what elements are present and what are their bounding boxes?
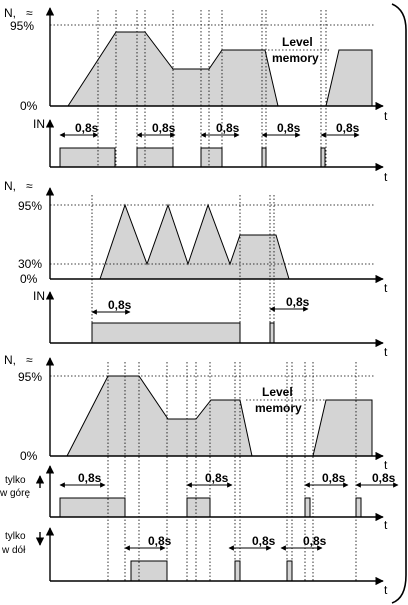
- panel-6-up-input: tylko w górę t 0,8s 0,8s 0,8s 0,8s: [0, 465, 399, 532]
- panel-1-y-label: N,: [4, 6, 16, 20]
- panel-7-label-line-1: tylko: [5, 531, 26, 542]
- panel-1-pct-0: 0%: [20, 99, 38, 113]
- tilde-icon: ≈: [26, 6, 33, 20]
- panel-3-4-guides: [91, 195, 275, 343]
- panel-7-delay-2: 0,8s: [252, 534, 276, 548]
- panel-6-label-line-1: tylko: [5, 475, 26, 486]
- panel-5-pct-0: 0%: [20, 449, 38, 463]
- panel-1-level-area-2: [325, 49, 373, 107]
- panel-2-in-label: IN: [33, 117, 45, 131]
- panel-5-y-label: N,: [4, 353, 16, 367]
- panel-2-delay-2: 0,8s: [152, 121, 176, 135]
- panel-6-pulse-1: [59, 497, 126, 518]
- panel-1-level-area: [67, 31, 279, 107]
- frame-border: [391, 3, 407, 604]
- panel-2-input: IN t t 0,8s 0,8s 0,8s 0,8s 0,8s: [33, 109, 388, 184]
- panel-1-level-text: Level: [282, 35, 313, 49]
- panel-7-pulse-3: [286, 560, 293, 582]
- panel-1-memory-text: memory: [272, 51, 319, 65]
- panel-3-level-area: [99, 203, 290, 280]
- panel-5-memory-text: memory: [255, 401, 302, 415]
- panel-7-pulse-2: [234, 560, 241, 582]
- panel-6-pulse-4: [355, 497, 362, 518]
- panel-6-t-label: t: [384, 518, 388, 532]
- panel-5-pct-95: 95%: [18, 370, 42, 384]
- panel-7-delay-3: 0,8s: [303, 534, 327, 548]
- panel-4-pulse-1: [91, 322, 241, 344]
- panel-1-level: N, ≈ 95% 0% Level memory: [4, 6, 384, 113]
- panel-6-delay-3: 0,8s: [322, 471, 346, 485]
- panel-4-pulse-2: [269, 322, 275, 344]
- panel-2-delay-4: 0,8s: [277, 121, 301, 135]
- panel-2-pulse-1: [59, 147, 116, 168]
- panel-4-in-label: IN: [33, 289, 45, 303]
- panel-2-pulse-5: [320, 147, 326, 168]
- panel-2-delay-3: 0,8s: [216, 121, 240, 135]
- panel-3-pct-0: 0%: [20, 272, 38, 286]
- panel-4-t-label: t: [384, 345, 388, 359]
- panel-7-pulse-1: [130, 560, 168, 582]
- panel-4-input: IN t 0,8s 0,8s: [33, 289, 388, 359]
- panel-4-delay-1: 0,8s: [108, 298, 132, 312]
- panel-5-level-text: Level: [262, 385, 293, 399]
- panel-1-2-guides: [97, 10, 327, 167]
- panel-6-delay-2: 0,8s: [205, 471, 229, 485]
- panel-7-delay-1: 0,8s: [148, 534, 172, 548]
- panel-5-t-label: t: [384, 458, 388, 472]
- panel-3-level: N, ≈ 95% 30% 0% t: [4, 179, 388, 295]
- panel-1-pct-95: 95%: [10, 19, 34, 33]
- panel-4-delay-2: 0,8s: [286, 295, 310, 309]
- panel-2-pulse-2: [136, 147, 174, 168]
- panel-5-level-area: [66, 375, 253, 457]
- panel-6-pulse-3: [304, 497, 311, 518]
- panel-6-delay-1: 0,8s: [78, 471, 102, 485]
- panel-3-pct-95: 95%: [18, 199, 42, 213]
- panel-7-label-line-2: w dół: [1, 545, 26, 556]
- panel-7-down-input: tylko w dół t 0,8s 0,8s 0,8s: [1, 527, 388, 597]
- panel-5-7-guides: [107, 362, 357, 581]
- panel-2-pulse-4: [261, 147, 267, 168]
- panel-6-delay-4: 0,8s: [372, 471, 396, 485]
- panel-7-t-label: t: [384, 583, 388, 597]
- panel-3-pct-30: 30%: [18, 257, 42, 271]
- panel-6-label-line-2: w górę: [0, 488, 30, 499]
- panel-1-t-label: t: [384, 109, 388, 123]
- panel-3-y-label: N,: [4, 179, 16, 193]
- panel-2-pulse-3: [200, 147, 223, 168]
- panel-3-t-label: t: [384, 281, 388, 295]
- tilde-icon: ≈: [26, 179, 33, 193]
- panel-6-pulse-2: [186, 497, 211, 518]
- panel-5-level-area-2: [312, 399, 373, 457]
- panel-2-t-label: t: [384, 170, 388, 184]
- panel-2-delay-1: 0,8s: [75, 121, 99, 135]
- tilde-icon: ≈: [26, 353, 33, 367]
- panel-2-delay-5: 0,8s: [336, 121, 360, 135]
